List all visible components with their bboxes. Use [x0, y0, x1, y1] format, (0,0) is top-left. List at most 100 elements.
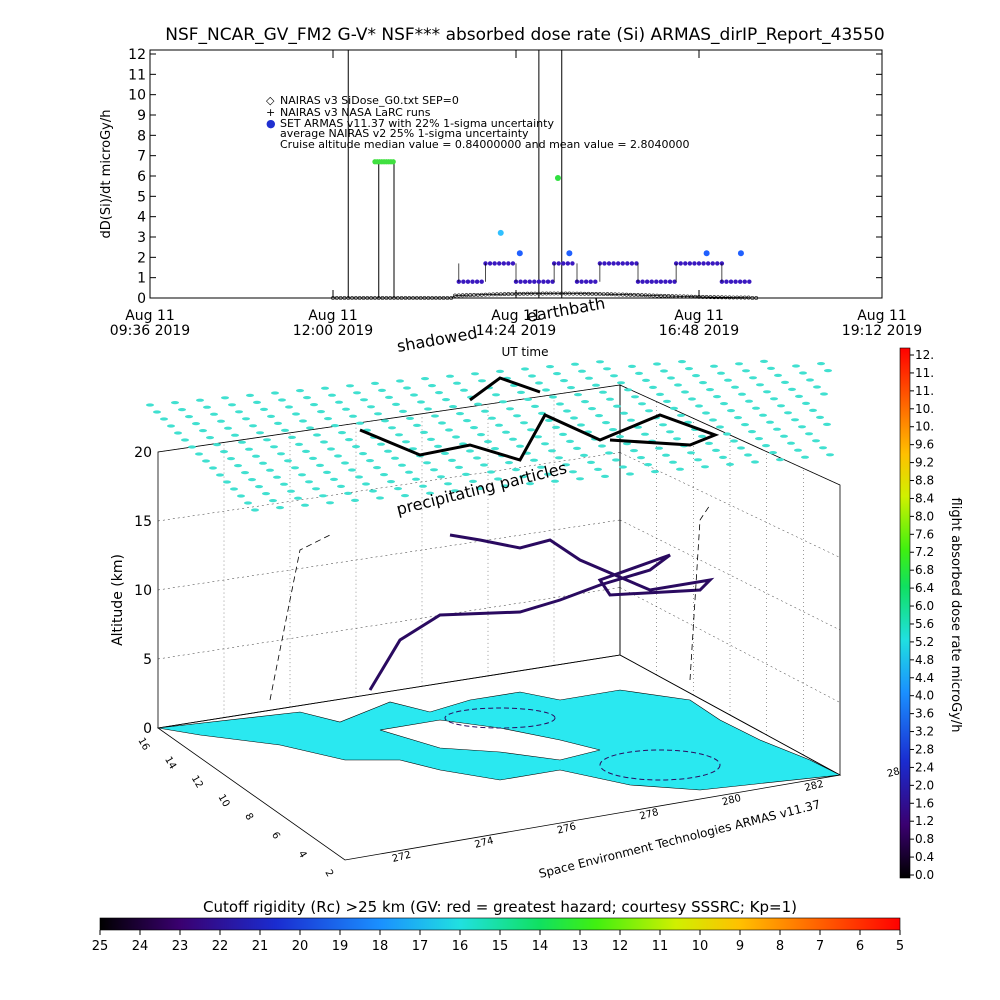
top-data-layer	[331, 50, 759, 300]
ceiling-marker	[819, 446, 827, 450]
y-tick-label: 8	[137, 128, 146, 144]
armas-point	[532, 279, 537, 284]
ceiling-marker	[809, 408, 817, 412]
ceiling-marker	[295, 442, 303, 446]
ceiling-marker	[716, 425, 724, 429]
ceiling-marker	[266, 468, 274, 472]
latitude-tick-label: 8	[242, 811, 255, 822]
ceiling-marker	[349, 414, 357, 418]
ceiling-marker	[334, 454, 342, 458]
ceiling-marker	[537, 465, 545, 469]
ceiling-marker	[587, 460, 595, 464]
ceiling-marker	[551, 479, 559, 483]
ceiling-marker	[278, 398, 286, 402]
x-tick-label-time: 19:12 2019	[842, 323, 922, 339]
ceiling-marker	[492, 393, 500, 397]
y-tick-label: 12	[128, 47, 146, 63]
y-tick-label: 5	[137, 189, 146, 205]
y-tick-label: 11	[128, 67, 146, 83]
ceiling-marker	[235, 410, 243, 414]
armas-point	[640, 279, 645, 284]
ceiling-marker	[542, 388, 550, 392]
ceiling-marker	[249, 424, 257, 428]
dose-tick-label: 6.4	[915, 581, 934, 595]
ceiling-marker	[580, 453, 588, 457]
ceiling-marker	[616, 435, 624, 439]
ceiling-marker	[291, 466, 299, 470]
rigidity-tick-label: 5	[896, 939, 904, 954]
ceiling-marker	[380, 473, 388, 477]
armas-point	[536, 279, 542, 284]
ceiling-marker	[767, 366, 775, 370]
ceiling-marker	[620, 411, 628, 415]
rigidity-tick-label: 10	[692, 939, 709, 954]
ceiling-marker	[231, 433, 239, 437]
ceiling-marker	[737, 446, 745, 450]
ceiling-marker	[566, 439, 574, 443]
longitude-tick-label: 280	[721, 793, 742, 808]
ceiling-marker	[213, 443, 221, 447]
ceiling-marker	[437, 475, 445, 479]
ceiling-marker	[549, 395, 557, 399]
ceiling-marker	[276, 506, 284, 510]
ceiling-marker	[344, 491, 352, 495]
ceiling-marker	[444, 482, 452, 486]
armas-point	[606, 261, 612, 266]
ceiling-marker	[223, 480, 231, 484]
ceiling-marker	[356, 421, 364, 425]
dose-tick-label: 2.8	[915, 742, 934, 756]
ceiling-marker	[541, 442, 549, 446]
ceiling-marker	[755, 437, 763, 441]
ceiling-marker	[480, 463, 488, 467]
armas-point	[492, 261, 497, 266]
ceiling-marker	[292, 412, 300, 416]
ceiling-marker	[581, 400, 589, 404]
ceiling-marker	[421, 377, 429, 381]
ceiling-track	[469, 376, 541, 402]
x-tick-label-date: Aug 11	[857, 308, 907, 324]
dose-tick-label: 10.	[915, 420, 934, 434]
armas-point	[561, 261, 566, 266]
ceiling-marker	[251, 508, 259, 512]
ceiling-marker	[527, 428, 535, 432]
ceiling-marker	[674, 383, 682, 387]
longitude-tick-label: 272	[391, 850, 412, 865]
ceiling-marker	[678, 360, 686, 364]
ceiling-marker	[405, 470, 413, 474]
ceiling-marker	[256, 431, 264, 435]
dose-tick-label: 10.	[915, 402, 934, 416]
rigidity-contour	[599, 749, 721, 781]
ceiling-marker	[781, 380, 789, 384]
ceiling-marker	[760, 359, 768, 363]
ceiling-marker	[348, 468, 356, 472]
ceiling-marker	[823, 422, 831, 426]
ceiling-marker	[274, 421, 282, 425]
ceiling-marker	[312, 487, 320, 491]
ceiling-marker	[299, 419, 307, 423]
armas-point	[692, 261, 697, 266]
ceiling-marker	[806, 378, 814, 382]
rigidity-tick-label: 17	[412, 939, 429, 954]
ceiling-marker	[392, 402, 400, 406]
ceiling-marker	[609, 428, 617, 432]
ceiling-marker	[741, 423, 749, 427]
rigidity-tick-label: 14	[532, 939, 549, 954]
ceiling-marker	[655, 446, 663, 450]
armas-high-point	[554, 175, 561, 182]
ceiling-marker	[596, 360, 604, 364]
ceiling-marker	[670, 406, 678, 410]
x-tick-label-date: Aug 11	[308, 308, 358, 324]
armas-point	[541, 279, 546, 284]
altitude-gridline	[619, 587, 841, 703]
ceiling-marker	[805, 432, 813, 436]
ceiling-marker	[601, 474, 609, 478]
ceiling-marker	[687, 451, 695, 455]
ceiling-marker	[759, 413, 767, 417]
ceiling-marker	[567, 386, 575, 390]
dose-tick-label: 2.0	[915, 778, 934, 792]
rigidity-tick-label: 11	[652, 939, 669, 954]
ceiling-marker	[202, 459, 210, 463]
latitude-tick-label: 2	[322, 868, 335, 879]
armas-point	[658, 279, 664, 284]
